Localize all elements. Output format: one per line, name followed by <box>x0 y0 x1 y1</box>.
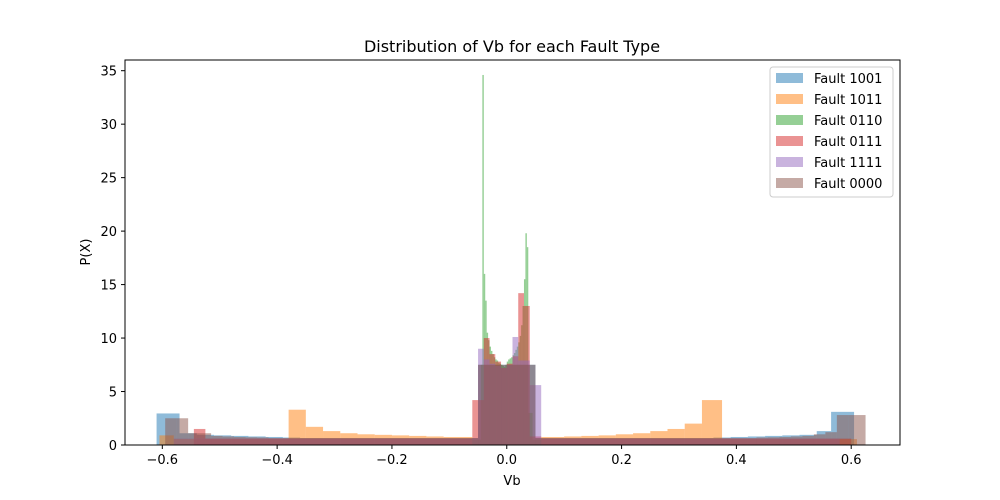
histogram-bar <box>701 400 723 445</box>
histogram-bar <box>188 433 200 445</box>
histogram-bar <box>245 437 258 445</box>
x-tick-label: 0.6 <box>841 453 862 468</box>
y-tick-label: 10 <box>100 332 117 347</box>
legend: Fault 1001 Fault 1011 Fault 0110 Fault 0111… <box>769 66 894 198</box>
x-axis-label: Vb <box>503 474 520 489</box>
histogram-bar <box>234 436 246 445</box>
histogram-bar <box>535 438 757 445</box>
histogram-bar <box>756 437 768 445</box>
histogram-bars <box>156 74 866 445</box>
y-tick-label: 0 <box>109 439 117 454</box>
x-tick-label: −0.4 <box>261 453 293 468</box>
x-tick-label: 0.4 <box>726 453 747 468</box>
histogram-bar <box>478 364 536 445</box>
y-tick-label: 15 <box>100 279 117 294</box>
legend-swatch <box>776 115 803 125</box>
x-tick-label: −0.6 <box>147 453 179 468</box>
legend-label: Fault 0000 <box>814 177 882 192</box>
histogram-bar <box>176 418 189 445</box>
histogram-bar <box>779 436 791 445</box>
histogram-bar <box>288 409 306 445</box>
chart-title: Distribution of Vb for each Fault Type <box>364 37 660 56</box>
histogram-bar <box>211 435 223 445</box>
x-tick-label: 0.0 <box>496 453 517 468</box>
y-tick-label: 5 <box>109 386 117 401</box>
histogram-bar <box>199 433 212 445</box>
legend-swatch <box>776 157 803 167</box>
histogram-bar <box>825 432 837 445</box>
histogram-bar <box>268 438 479 445</box>
histogram-bar <box>848 415 866 445</box>
histogram-bar <box>790 436 803 445</box>
histogram-bar <box>257 437 269 445</box>
histogram-bar <box>813 434 826 445</box>
histogram-bar <box>802 435 814 445</box>
histogram-bar <box>165 418 177 445</box>
legend-label: Fault 0111 <box>814 135 882 150</box>
histogram-bar <box>767 437 780 445</box>
x-tick-label: −0.2 <box>376 453 408 468</box>
legend-label: Fault 1011 <box>814 93 882 108</box>
y-tick-label: 25 <box>100 172 117 187</box>
histogram-bar <box>482 74 484 445</box>
x-tick-label: 0.2 <box>611 453 632 468</box>
series-5 <box>165 364 866 445</box>
histogram-bar <box>529 385 542 445</box>
x-axis-ticks: −0.6 −0.4 −0.2 0.0 0.2 0.4 0.6 <box>147 445 862 468</box>
legend-label: Fault 1001 <box>814 72 882 87</box>
histogram-bar <box>836 415 849 445</box>
legend-swatch <box>776 94 803 104</box>
histogram-bar <box>222 436 235 445</box>
legend-swatch <box>776 73 803 83</box>
legend-swatch <box>776 178 803 188</box>
y-axis-label: P(X) <box>79 239 94 266</box>
y-axis-ticks: 0 5 10 15 20 25 30 35 <box>100 65 125 454</box>
legend-swatch <box>776 136 803 146</box>
y-tick-label: 30 <box>100 118 117 133</box>
legend-label: Fault 0110 <box>814 114 882 129</box>
legend-label: Fault 1111 <box>814 156 882 171</box>
y-tick-label: 20 <box>100 225 117 240</box>
y-tick-label: 35 <box>100 65 117 80</box>
plot-frame <box>124 59 901 446</box>
legend-items: Fault 1001 Fault 1011 Fault 0110 Fault 0111… <box>776 72 882 192</box>
